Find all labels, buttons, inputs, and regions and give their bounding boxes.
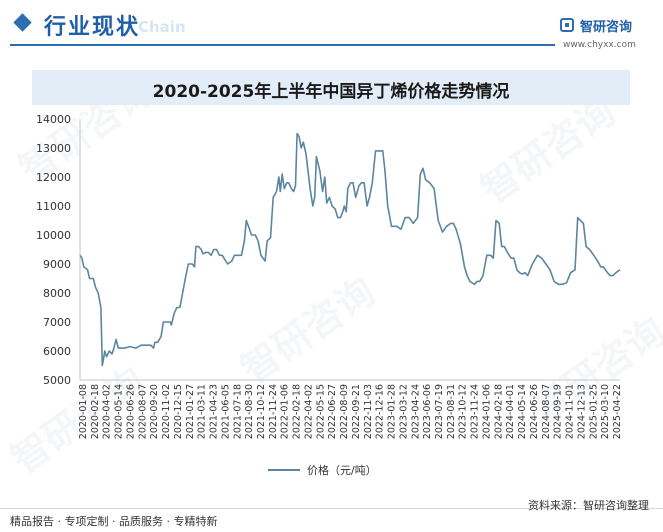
x-tick-label: 2022-04-02: [303, 384, 314, 439]
price-series-line: [79, 132, 621, 367]
y-tick-label: 10000: [36, 229, 71, 242]
footer-divider: [0, 508, 663, 509]
chart-title: 2020-2025年上半年中国异丁烯价格走势情况: [152, 82, 510, 102]
x-tick-label: 2024-01-06: [481, 384, 492, 439]
x-tick-label: 2025-01-25: [588, 384, 599, 439]
x-tick-label: 2025-03-10: [600, 384, 611, 439]
x-tick-label: 2022-08-09: [339, 384, 350, 439]
x-tick-label: 2020-09-20: [149, 384, 160, 439]
x-tick-label: 2021-04-23: [209, 384, 220, 439]
x-tick-label: 2023-03-12: [398, 384, 409, 439]
x-tick-label: 2024-06-26: [529, 384, 540, 439]
y-tick-label: 7000: [43, 316, 71, 329]
y-tick-label: 14000: [36, 113, 71, 126]
x-tick-label: 2023-07-19: [434, 384, 445, 439]
brand-logo-icon: [560, 18, 574, 32]
x-tick-label: 2023-06-06: [422, 384, 433, 439]
x-tick-label: 2023-08-31: [446, 384, 457, 439]
x-tick-label: 2021-03-11: [197, 384, 208, 439]
x-tick-label: 2023-10-12: [458, 384, 469, 439]
x-tick-label: 2022-06-27: [327, 384, 338, 439]
y-tick-label: 9000: [43, 258, 71, 271]
data-source: 资料来源：智研咨询整理: [528, 499, 649, 512]
header-divider: [10, 44, 555, 46]
x-tick-label: 2023-11-24: [470, 384, 481, 439]
y-tick-label: 8000: [43, 287, 71, 300]
x-tick-label: 2023-04-24: [410, 384, 421, 439]
x-tick-label: 2020-04-02: [102, 384, 113, 439]
x-tick-label: 2021-11-24: [268, 384, 279, 439]
x-tick-label: 2020-12-15: [173, 384, 184, 439]
x-tick-label: 2024-12-13: [576, 384, 587, 439]
y-tick-label: 13000: [36, 142, 71, 155]
x-tick-label: 2024-09-19: [553, 384, 564, 439]
footer-tags: 精品报告 · 专项定制 · 品质服务 · 专精特新: [10, 515, 218, 528]
x-tick-label: 2020-02-18: [90, 384, 101, 439]
footer: 精品报告 · 专项定制 · 品质服务 · 专精特新 资料来源：智研咨询整理: [0, 499, 663, 532]
x-tick-label: 2025-04-22: [612, 384, 623, 439]
x-tick-label: 2024-05-14: [517, 384, 528, 439]
x-tick-label: 2021-06-05: [220, 384, 231, 439]
y-tick-label: 6000: [43, 345, 71, 358]
x-tick-label: 2021-01-27: [185, 384, 196, 439]
x-tick-label: 2020-08-07: [137, 384, 148, 439]
section-title: 行业现状: [44, 15, 141, 40]
brand-name: 智研咨询: [580, 20, 633, 35]
x-tick-label: 2020-01-08: [78, 384, 89, 439]
x-tick-label: 2021-07-18: [232, 384, 243, 439]
x-tick-label: 2024-08-07: [541, 384, 552, 439]
brand-url: www.chyxx.com: [563, 40, 636, 50]
y-tick-label: 5000: [43, 374, 71, 387]
chart-title-band: 2020-2025年上半年中国异丁烯价格走势情况: [32, 70, 630, 105]
x-tick-label: 2024-02-18: [493, 384, 504, 439]
x-tick-label: 2022-02-18: [292, 384, 303, 439]
x-tick-label: 2024-04-01: [505, 384, 516, 439]
x-tick-label: 2022-12-16: [375, 384, 386, 439]
x-tick-label: 2022-09-21: [351, 384, 362, 439]
legend-label: 价格（元/吨）: [307, 463, 377, 477]
header: 行业现状 Chain 智研咨询 www.chyxx.com: [0, 0, 663, 56]
x-tick-label: 2020-11-02: [161, 384, 172, 439]
x-tick-label: 2022-05-15: [315, 384, 326, 439]
y-tick-label: 12000: [36, 171, 71, 184]
x-tick-label: 2022-01-06: [280, 384, 291, 439]
x-tick-label: 2024-11-01: [565, 384, 576, 439]
x-tick-label: 2020-06-26: [125, 384, 136, 439]
y-tick-label: 11000: [36, 200, 71, 213]
x-tick-label: 2023-01-28: [387, 384, 398, 439]
x-tick-label: 2020-05-14: [114, 384, 125, 439]
section-subtitle: Chain: [138, 18, 186, 36]
x-tick-label: 2022-11-03: [363, 384, 374, 439]
x-tick-label: 2021-08-30: [244, 384, 255, 439]
x-tick-label: 2021-10-12: [256, 384, 267, 439]
